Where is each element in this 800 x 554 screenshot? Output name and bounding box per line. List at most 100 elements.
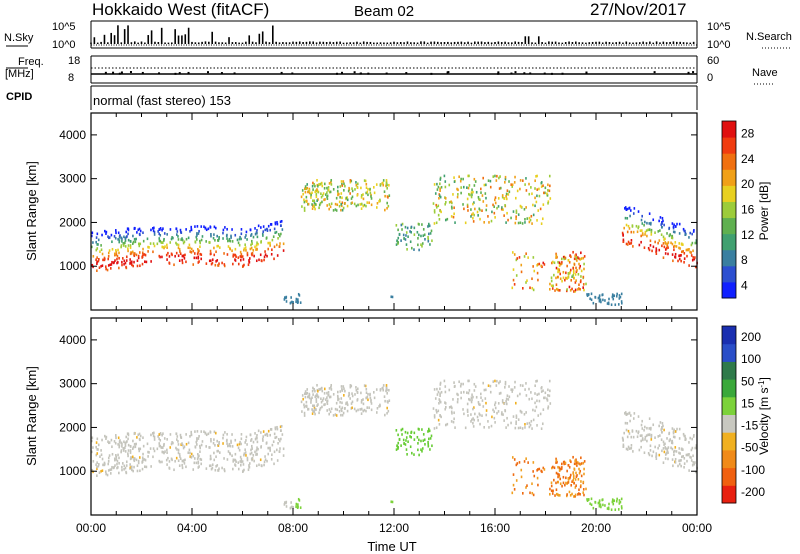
echo-cell	[467, 391, 470, 395]
echo-cell	[470, 215, 472, 218]
echo-cell	[567, 272, 570, 275]
echo-cell	[338, 192, 340, 196]
echo-cell	[104, 434, 106, 438]
echo-cell	[161, 433, 163, 437]
echo-cell	[113, 235, 116, 238]
echo-cell	[664, 457, 667, 460]
echo-cell	[587, 498, 590, 501]
echo-cell	[216, 259, 219, 262]
echo-cell	[660, 428, 663, 431]
echo-cell	[683, 457, 686, 460]
echo-cell	[695, 239, 698, 242]
echo-cell	[570, 483, 573, 487]
echo-cell	[640, 240, 642, 244]
echo-cell	[201, 440, 204, 443]
echo-cell	[583, 467, 585, 471]
echo-cell	[559, 482, 562, 486]
echo-cell	[132, 445, 135, 449]
echo-cell	[485, 208, 488, 212]
echo-cell	[276, 254, 279, 257]
echo-cell	[547, 200, 550, 203]
search-tick-low: 10^0	[707, 39, 731, 51]
freq-dot	[510, 72, 513, 75]
echo-cell	[686, 254, 688, 258]
echo-cell	[460, 391, 462, 394]
echo-cell	[521, 222, 524, 225]
echo-cell	[159, 460, 161, 464]
echo-cell	[622, 238, 625, 242]
echo-cell	[440, 210, 442, 214]
echo-cell	[271, 443, 274, 447]
echo-cell	[429, 232, 432, 235]
echo-cell	[630, 435, 633, 439]
echo-cell	[435, 411, 438, 414]
echo-cell	[519, 204, 522, 208]
echo-cell	[131, 455, 134, 459]
echo-cell	[242, 463, 245, 466]
echo-cell	[644, 425, 646, 429]
echo-cell	[279, 439, 281, 443]
echo-cell	[583, 460, 586, 463]
echo-cell	[566, 277, 568, 280]
echo-cell	[214, 443, 216, 447]
echo-cell	[133, 432, 136, 436]
echo-cell	[126, 432, 129, 435]
echo-cell	[105, 267, 107, 271]
velocity-colorbar-swatch	[722, 326, 736, 345]
echo-cell	[579, 485, 582, 489]
echo-cell	[524, 221, 526, 224]
echo-cell	[295, 502, 298, 506]
echo-cell	[163, 437, 166, 440]
echo-cell	[420, 234, 422, 238]
echo-cell	[356, 387, 359, 391]
echo-cell	[487, 420, 489, 423]
echo-cell	[517, 221, 520, 225]
echo-cell	[600, 300, 602, 304]
echo-cell	[444, 185, 447, 189]
echo-cell	[417, 448, 419, 452]
echo-cell	[631, 430, 634, 433]
echo-cell	[525, 394, 528, 397]
velocity-colorbar-label-end: ]	[757, 377, 771, 380]
echo-cell	[129, 466, 132, 469]
echo-cell	[661, 427, 663, 430]
echo-cell	[567, 481, 569, 484]
echo-cell	[107, 254, 110, 258]
echo-cell	[390, 500, 393, 504]
echo-cell	[209, 259, 212, 262]
echo-cell	[121, 240, 123, 243]
echo-cell	[466, 197, 469, 201]
echo-cell	[557, 267, 559, 271]
echo-cell	[427, 429, 430, 433]
echo-cell	[401, 228, 403, 231]
echo-cell	[290, 296, 292, 299]
echo-cell	[474, 207, 476, 211]
echo-cell	[562, 460, 565, 464]
echo-cell	[386, 186, 388, 190]
echo-cell	[169, 446, 172, 449]
echo-cell	[226, 432, 228, 436]
echo-cell	[159, 239, 162, 243]
echo-cell	[213, 430, 216, 434]
echo-cell	[515, 215, 517, 219]
echo-cell	[336, 203, 339, 207]
echo-cell	[147, 455, 149, 458]
echo-cell	[387, 401, 389, 404]
echo-cell	[664, 248, 667, 251]
echo-cell	[282, 242, 285, 246]
echo-cell	[235, 460, 237, 463]
echo-cell	[162, 450, 164, 454]
echo-cell	[247, 468, 250, 472]
echo-cell	[567, 463, 570, 467]
echo-cell	[528, 425, 531, 429]
echo-cell	[678, 462, 681, 466]
echo-cell	[364, 384, 367, 388]
echo-cell	[382, 388, 385, 392]
echo-cell	[550, 276, 553, 280]
echo-cell	[91, 436, 94, 440]
echo-cell	[674, 241, 677, 244]
echo-cell	[508, 180, 510, 183]
echo-cell	[444, 390, 447, 394]
echo-cell	[555, 276, 557, 280]
echo-cell	[498, 392, 501, 395]
